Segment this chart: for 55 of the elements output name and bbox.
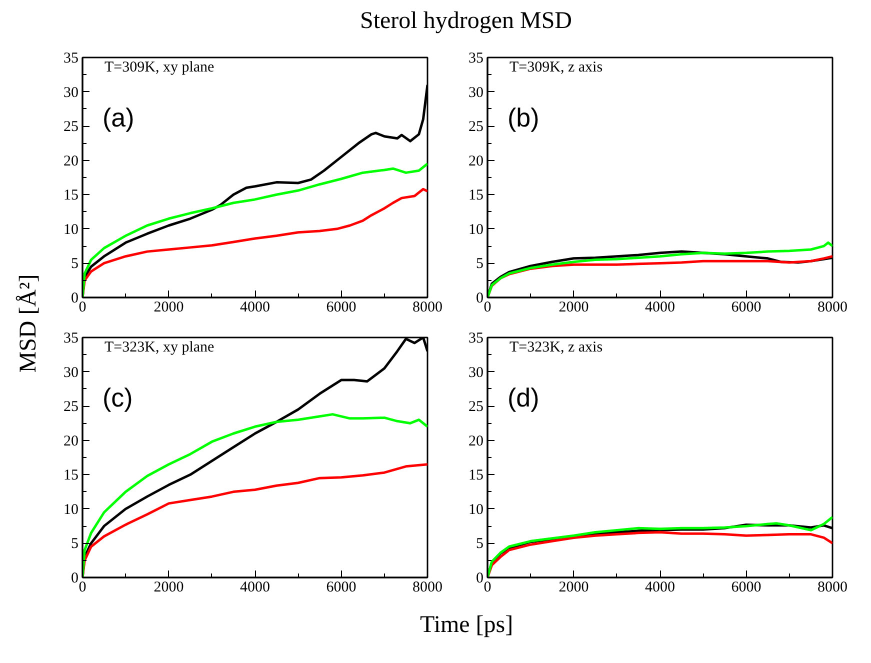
y-tick-label: 20 (468, 434, 484, 450)
x-tick-label: 8000 (412, 300, 442, 316)
y-tick-label: 15 (64, 468, 78, 484)
y-tick-label: 30 (468, 85, 484, 102)
y-tick-label: 5 (71, 536, 78, 552)
x-tick-label: 4000 (240, 300, 270, 316)
x-tick-label: 6000 (731, 300, 762, 316)
y-tick-label: 30 (64, 365, 78, 382)
y-axis-title: MSD [Å²] (16, 274, 42, 374)
annotation: (c) (102, 382, 133, 413)
x-tick-label: 2000 (558, 580, 589, 596)
x-tick-label: 2000 (558, 300, 589, 316)
y-tick-label: 25 (64, 399, 78, 416)
y-tick-label: 10 (468, 502, 484, 518)
x-tick-label: 2000 (154, 580, 184, 596)
x-tick-label: 4000 (645, 580, 675, 596)
x-tick-label: 8000 (412, 580, 442, 596)
x-tick-label: 8000 (818, 580, 848, 596)
y-tick-label: 20 (64, 154, 78, 170)
x-tick-label: 6000 (731, 580, 762, 596)
y-tick-label: 35 (468, 330, 484, 347)
y-tick-label: 5 (71, 256, 78, 272)
x-tick-label: 4000 (240, 580, 270, 596)
annotation: T=323K, z axis (510, 340, 603, 356)
annotation: T=309K, xy plane (104, 60, 215, 76)
annotation: T=309K, z axis (510, 60, 603, 76)
y-tick-label: 30 (64, 85, 78, 102)
x-tick-label: 6000 (326, 300, 356, 316)
y-tick-label: 15 (64, 188, 78, 204)
y-tick-label: 35 (64, 50, 78, 67)
y-tick-label: 25 (468, 399, 484, 416)
x-tick-label: 2000 (154, 300, 184, 316)
y-tick-label: 5 (476, 536, 484, 552)
y-tick-label: 25 (468, 119, 484, 136)
y-tick-label: 10 (64, 502, 78, 518)
x-tick-label: 8000 (818, 300, 848, 316)
annotation: (a) (102, 102, 134, 133)
chart-title: Sterol hydrogen MSD (360, 7, 572, 36)
y-tick-label: 20 (468, 154, 484, 170)
x-tick-label: 6000 (326, 580, 356, 596)
y-tick-label: 15 (468, 468, 484, 484)
y-tick-label: 25 (64, 119, 78, 136)
y-tick-label: 10 (64, 222, 78, 238)
annotation: T=323K, xy plane (104, 340, 215, 356)
y-tick-label: 10 (468, 222, 484, 238)
x-tick-label: 4000 (645, 300, 675, 316)
y-tick-label: 15 (468, 188, 484, 204)
y-tick-label: 20 (64, 434, 78, 450)
x-axis-title: Time [ps] (420, 611, 514, 640)
y-tick-label: 5 (476, 256, 484, 272)
annotation: (b) (508, 102, 540, 133)
y-tick-label: 35 (468, 50, 484, 67)
y-tick-label: 35 (64, 330, 78, 347)
y-tick-label: 30 (468, 365, 484, 382)
annotation: (d) (508, 382, 540, 413)
